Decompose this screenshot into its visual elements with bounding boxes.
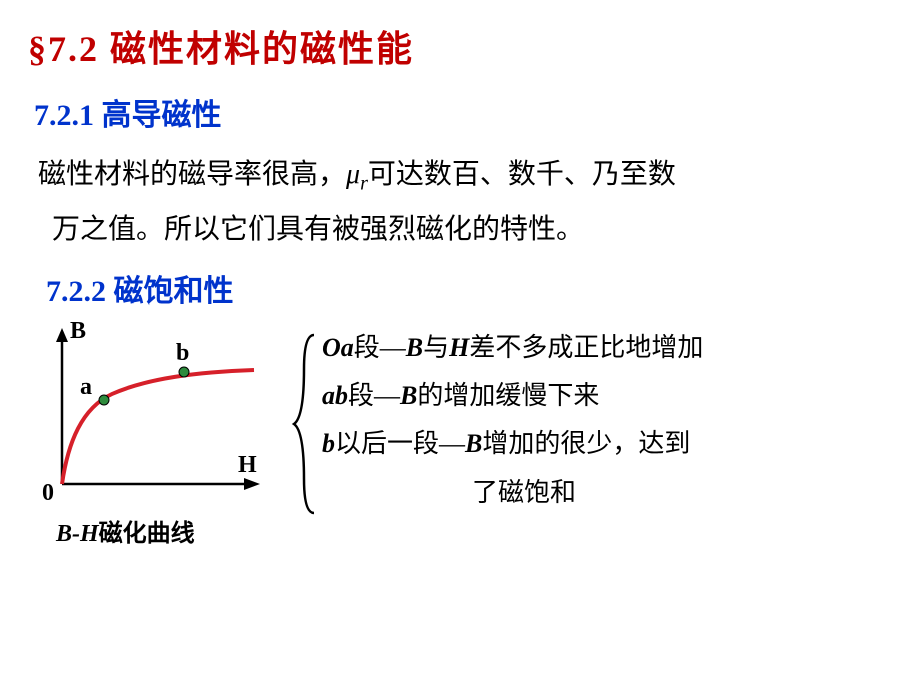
point-a-label: a — [80, 374, 92, 400]
bh-curve-chart: a b B H 0 — [28, 322, 268, 502]
left-brace-icon — [288, 329, 322, 519]
l3-B: B — [465, 429, 482, 458]
slide: §7.2 磁性材料的磁性能 7.2.1 高导磁性 磁性材料的磁导率很高，μr可达… — [0, 0, 920, 568]
chart-caption: B-H磁化曲线 — [56, 513, 288, 548]
x-axis-arrow — [244, 478, 260, 490]
l3-b: b — [322, 429, 335, 458]
l1-yu: 与 — [423, 333, 449, 362]
l2-rest: 的增加缓慢下来 — [417, 381, 599, 410]
l1-seg: 段— — [354, 333, 406, 362]
l1-H: H — [449, 333, 469, 362]
section-title: §7.2 磁性材料的磁性能 — [28, 20, 892, 72]
chart-block: a b B H 0 B-H磁化曲线 — [28, 322, 288, 548]
y-axis-arrow — [56, 328, 68, 342]
origin-label: 0 — [42, 480, 54, 502]
y-axis-label: B — [70, 322, 86, 344]
desc-line-2: ab段—B的增加缓慢下来 — [322, 376, 892, 416]
l2-seg: 段— — [348, 381, 400, 410]
desc-line-3: b以后一段—B增加的很少，达到 — [322, 424, 892, 464]
point-b-marker — [179, 367, 189, 377]
p1-part-b: 可达数百、数千、乃至数 — [368, 159, 676, 190]
l3-cont: 了磁饱和 — [472, 478, 576, 507]
lower-region: a b B H 0 B-H磁化曲线 Oa段—B与H差不多成正比地增加 — [28, 322, 892, 548]
l3-seg: 以后一段— — [335, 429, 465, 458]
p1-part-a: 磁性材料的磁导率很高， — [38, 159, 346, 190]
l2-B: B — [400, 381, 417, 410]
mu-symbol: μ — [346, 159, 360, 190]
x-axis-label: H — [238, 452, 257, 478]
l2-ab: ab — [322, 381, 348, 410]
mu-subscript: r — [360, 173, 368, 195]
l1-B: B — [406, 333, 423, 362]
p1-part-c: 万之值。所以它们具有被强烈磁化的特性。 — [52, 214, 584, 245]
l3-rest: 增加的很少，达到 — [482, 429, 690, 458]
description-block: Oa段—B与H差不多成正比地增加 ab段—B的增加缓慢下来 b以后一段—B增加的… — [288, 328, 892, 521]
caption-text: 磁化曲线 — [99, 521, 195, 547]
description-lines: Oa段—B与H差不多成正比地增加 ab段—B的增加缓慢下来 b以后一段—B增加的… — [322, 328, 892, 521]
l1-oa: Oa — [322, 333, 354, 362]
paragraph-1: 磁性材料的磁导率很高，μr可达数百、数千、乃至数 万之值。所以它们具有被强烈磁化… — [38, 148, 882, 256]
desc-line-3b: 了磁饱和 — [472, 473, 892, 513]
l1-rest: 差不多成正比地增加 — [469, 333, 703, 362]
subsection-7-2-1: 7.2.1 高导磁性 — [34, 90, 892, 134]
subsection-7-2-2: 7.2.2 磁饱和性 — [46, 266, 892, 310]
point-a-marker — [99, 395, 109, 405]
caption-bh: B-H — [56, 521, 99, 547]
point-b-label: b — [176, 340, 189, 366]
desc-line-1: Oa段—B与H差不多成正比地增加 — [322, 328, 892, 368]
